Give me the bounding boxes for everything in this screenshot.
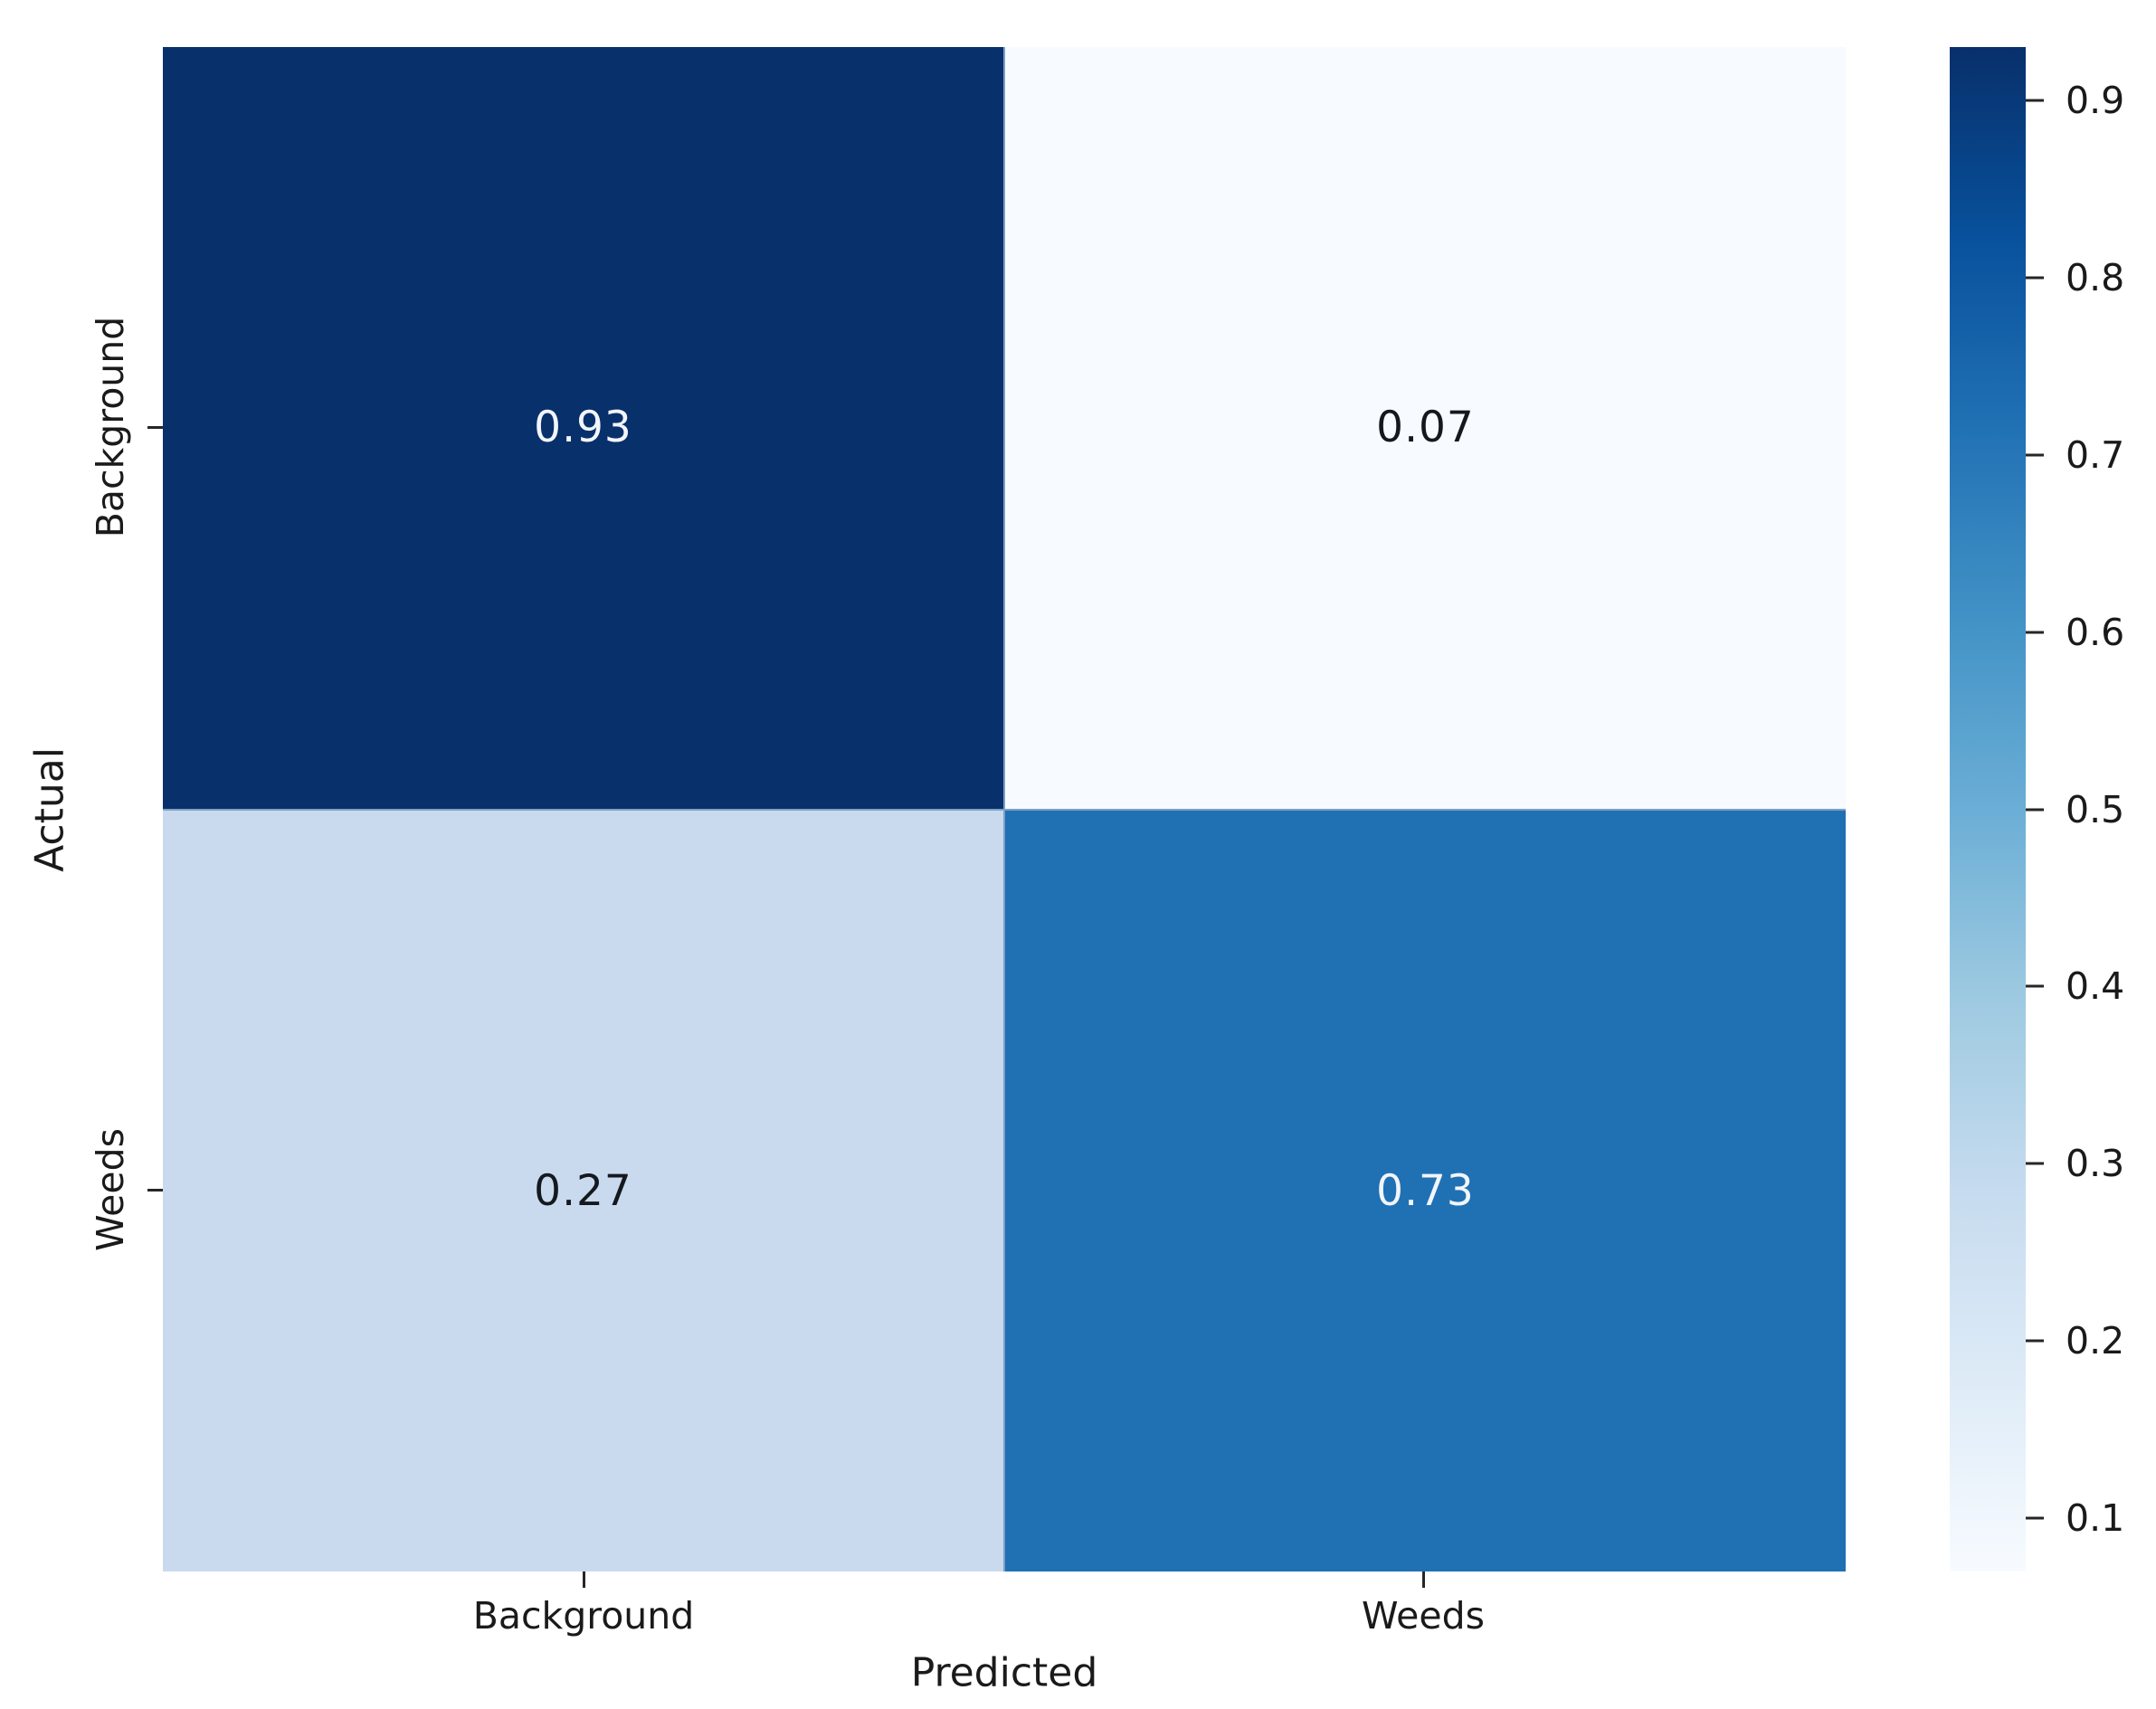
y-tick-label-background: Background <box>89 316 132 538</box>
cell-value: 0.73 <box>1376 1165 1475 1216</box>
y-axis-label: Actual <box>26 747 73 872</box>
colorbar-tick-mark <box>2026 1516 2044 1520</box>
colorbar-tick-label: 0.6 <box>2066 610 2125 654</box>
colorbar-tick-label: 0.4 <box>2066 964 2125 1009</box>
colorbar-tick-mark <box>2026 99 2044 102</box>
colorbar-ticks: 0.9 0.8 0.7 0.6 0.5 0.4 0.3 0.2 0.1 <box>2026 47 2156 1571</box>
cell-value: 0.27 <box>534 1165 632 1216</box>
colorbar-tick-label: 0.3 <box>2066 1142 2125 1186</box>
colorbar-tick-mark <box>2026 984 2044 988</box>
x-axis-label: Predicted <box>910 1649 1098 1696</box>
colorbar-tick-mark <box>2026 453 2044 457</box>
colorbar-tick-label: 0.8 <box>2066 255 2125 299</box>
colorbar-tick-mark <box>2026 276 2044 280</box>
heatmap-plot-area: 0.93 0.07 0.27 0.73 <box>163 47 1846 1571</box>
colorbar-tick-label: 0.1 <box>2066 1496 2125 1541</box>
colorbar-tick-label: 0.5 <box>2066 787 2125 831</box>
x-tick-label-background: Background <box>472 1594 695 1638</box>
y-tick-mark-weeds <box>147 1189 163 1192</box>
colorbar-tick-label: 0.2 <box>2066 1319 2125 1363</box>
x-tick-mark-background <box>583 1571 585 1588</box>
x-tick-mark-weeds <box>1422 1571 1425 1588</box>
cell-value: 0.93 <box>534 403 632 453</box>
y-tick-mark-background <box>147 426 163 429</box>
heatmap-cell-actual-background-predicted-weeds: 0.07 <box>1005 47 1846 809</box>
colorbar-tick-mark <box>2026 631 2044 634</box>
colorbar <box>1950 47 2026 1571</box>
heatmap-cell-actual-background-predicted-background: 0.93 <box>163 47 1003 809</box>
x-tick-label-weeds: Weeds <box>1362 1594 1485 1638</box>
colorbar-tick-mark <box>2026 808 2044 811</box>
heatmap-cell-actual-weeds-predicted-background: 0.27 <box>163 810 1003 1571</box>
colorbar-tick-mark <box>2026 1162 2044 1165</box>
colorbar-tick-label: 0.7 <box>2066 432 2125 477</box>
cell-value: 0.07 <box>1376 403 1475 453</box>
colorbar-tick-label: 0.9 <box>2066 78 2125 122</box>
y-tick-label-weeds: Weeds <box>89 1128 132 1251</box>
colorbar-tick-mark <box>2026 1339 2044 1343</box>
heatmap-cell-actual-weeds-predicted-weeds: 0.73 <box>1005 810 1846 1571</box>
